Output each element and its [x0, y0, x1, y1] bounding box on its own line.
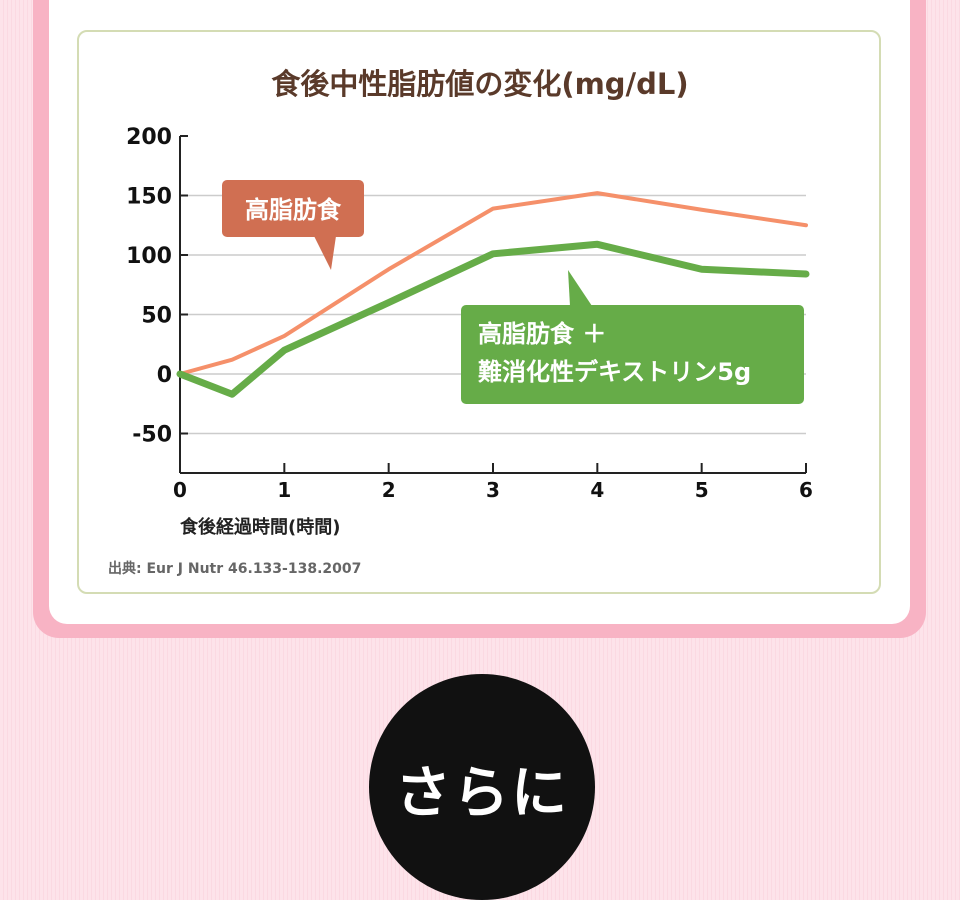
axes: 200 150 100 50 0 -50 0 1 2 3 4 5 6 — [126, 125, 813, 502]
bottom-label: さらに — [395, 761, 569, 826]
y-tick-label: -50 — [132, 423, 172, 448]
series-1-label-pointer — [314, 236, 336, 270]
series-2-label: 高脂肪食 ＋ 難消化性デキストリン5g — [478, 320, 751, 386]
series-lines — [176, 191, 810, 398]
series-line-2 — [176, 240, 810, 398]
series-2-label-line: 高脂肪食 ＋ — [478, 320, 606, 348]
y-tick-label: 150 — [126, 185, 172, 210]
x-tick-label: 3 — [486, 478, 500, 502]
source-note: 出典: Eur J Nutr 46.133-138.2007 — [108, 561, 362, 577]
x-tick-label: 5 — [695, 478, 709, 502]
series-2-label-box — [461, 305, 804, 404]
x-axis-label: 食後経過時間(時間) — [179, 516, 340, 538]
y-tick-label: 0 — [157, 363, 172, 388]
y-tick-label: 100 — [126, 244, 172, 269]
series-2-label-pointer — [568, 270, 592, 306]
x-tick-label: 6 — [799, 478, 813, 502]
series-2-label-line: 難消化性デキストリン5g — [478, 358, 751, 386]
y-tick-label: 50 — [141, 304, 172, 329]
x-tick-label: 1 — [277, 478, 291, 502]
series-1-label-box — [222, 180, 364, 237]
line-chart: 食後中性脂肪値の変化(mg/dL) 200 150 100 50 0 -50 0 1 2 3 4 5 6… — [126, 67, 813, 538]
y-tick-label: 200 — [126, 125, 172, 150]
x-tick-label: 0 — [173, 478, 187, 502]
x-tick-label: 2 — [382, 478, 396, 502]
series-1-label: 高脂肪食 — [245, 196, 342, 224]
chart-title: 食後中性脂肪値の変化(mg/dL) — [271, 67, 688, 101]
x-tick-label: 4 — [590, 478, 604, 502]
series-line-1 — [178, 191, 808, 376]
